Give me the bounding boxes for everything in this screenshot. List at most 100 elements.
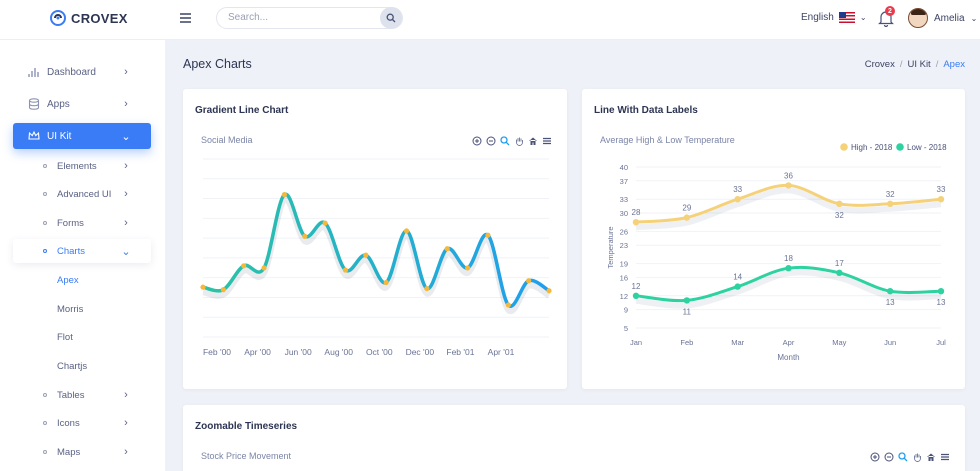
legend-label: High - 2018 [851, 143, 893, 152]
sidebar-item-label: Charts [57, 245, 85, 257]
data-point [342, 267, 349, 273]
sidebar-item-tables[interactable]: Tables › [13, 383, 151, 407]
breadcrumb-apex: Apex [943, 59, 965, 70]
sidebar-item-label: Icons [57, 417, 80, 429]
y-tick-label: 30 [620, 209, 628, 218]
search-input[interactable] [228, 12, 378, 23]
legend-label: Low - 2018 [907, 143, 947, 152]
data-label: 14 [733, 273, 742, 282]
search-button[interactable] [380, 7, 402, 29]
menu-icon[interactable] [541, 135, 552, 146]
x-tick-label: Oct '00 [366, 347, 393, 357]
data-point [886, 200, 894, 207]
chevron-down-icon: ⌄ [121, 130, 131, 143]
breadcrumb-ui-kit[interactable]: UI Kit [907, 59, 931, 70]
sidebar-item-apex[interactable]: Apex [57, 275, 79, 286]
data-point [937, 288, 945, 295]
series-shadow [635, 269, 942, 309]
data-point [734, 283, 741, 290]
pan-hand-icon[interactable] [513, 135, 524, 146]
sidebar-item-label: Maps [57, 446, 81, 458]
data-point [322, 220, 328, 226]
magnifier-icon[interactable] [897, 451, 908, 462]
bullet-icon [43, 393, 47, 397]
menu-icon[interactable] [939, 451, 950, 462]
reset-home-icon[interactable] [527, 135, 538, 146]
chevron-down-icon: ⌄ [121, 245, 131, 258]
y-tick-label: 26 [620, 227, 628, 236]
data-label: 12 [632, 282, 641, 291]
line-data-labels-card: Line With Data Labels Average High & Low… [582, 89, 965, 389]
chevron-right-icon: › [124, 217, 128, 229]
zoom-out-icon[interactable] [485, 135, 496, 146]
sidebar-item-forms[interactable]: Forms › [13, 211, 151, 235]
crown-icon [27, 129, 41, 143]
data-point [886, 288, 894, 295]
zoom-out-icon[interactable] [883, 451, 894, 462]
reset-home-icon[interactable] [925, 451, 936, 462]
sidebar-item-charts[interactable]: Charts ⌄ [13, 239, 151, 263]
y-tick-label: 19 [620, 260, 628, 269]
sidebar-item-advanced-ui[interactable]: Advanced UI › [13, 182, 151, 206]
bullet-icon [43, 164, 47, 168]
data-point [683, 214, 691, 221]
data-point [785, 182, 792, 189]
chart-subtitle: Stock Price Movement [201, 451, 292, 461]
bar-chart-icon [27, 65, 41, 79]
x-tick-label: Aug '00 [324, 347, 353, 357]
search-box [216, 7, 403, 29]
user-menu[interactable]: Amelia ⌄ [908, 8, 977, 28]
data-point [734, 196, 741, 203]
chart-toolbar [869, 451, 950, 462]
sidebar-item-label: Tables [57, 389, 85, 401]
data-label: 33 [937, 185, 946, 194]
gradient-line-chart-card: Gradient Line Chart Social Media Feb '00… [183, 89, 567, 389]
data-point [546, 288, 552, 294]
menu-toggle-icon[interactable] [178, 10, 194, 26]
sidebar-item-icons[interactable]: Icons › [13, 411, 151, 435]
x-tick-label: Feb '01 [446, 347, 474, 357]
sidebar-item-maps[interactable]: Maps › [13, 440, 151, 464]
zoom-in-icon[interactable] [869, 451, 880, 462]
card-title: Gradient Line Chart [195, 105, 289, 116]
database-icon [27, 97, 41, 111]
x-tick-label: Jul [936, 338, 946, 347]
data-point [403, 228, 410, 234]
x-tick-label: Apr [783, 338, 795, 347]
sidebar-item-ui-kit[interactable]: UI Kit ⌄ [13, 123, 151, 149]
notification-badge: 2 [885, 6, 895, 16]
sidebar-item-flot[interactable]: Flot [57, 332, 73, 343]
data-point [505, 302, 511, 308]
chart-subtitle: Social Media [201, 135, 253, 145]
user-name: Amelia [934, 12, 965, 24]
sidebar-item-elements[interactable]: Elements › [13, 154, 151, 178]
data-point [836, 200, 843, 207]
language-selector[interactable]: English ⌄ [801, 12, 867, 23]
x-tick-label: Jan [630, 338, 642, 347]
zoom-in-icon[interactable] [471, 135, 482, 146]
chevron-down-icon: ⌄ [970, 13, 978, 23]
temperature-line-chart: 5 9 12 16 19 23 26 30 33 37 40 Temperature Jan Feb Mar… [606, 143, 947, 362]
data-point [444, 246, 450, 252]
breadcrumb-separator: / [899, 59, 903, 70]
sidebar-item-chartjs[interactable]: Chartjs [57, 361, 88, 372]
brand[interactable]: CROVEX [50, 10, 128, 26]
data-label: 18 [784, 254, 793, 263]
sidebar-item-apps[interactable]: Apps › [13, 91, 151, 117]
data-point [632, 292, 640, 299]
legend-marker [840, 143, 848, 151]
y-tick-label: 37 [620, 177, 628, 186]
us-flag-icon [838, 12, 855, 23]
pan-hand-icon[interactable] [911, 451, 922, 462]
data-point [632, 219, 640, 226]
sidebar-item-dashboard[interactable]: Dashboard › [13, 59, 151, 85]
x-axis-label: Month [777, 353, 799, 362]
sidebar-item-label: Advanced UI [57, 188, 112, 200]
magnifier-icon[interactable] [499, 135, 510, 146]
chevron-right-icon: › [124, 98, 128, 110]
breadcrumb-crovex[interactable]: Crovex [864, 59, 895, 70]
chevron-right-icon: › [124, 160, 128, 172]
data-label: 17 [835, 259, 844, 268]
logo-icon [50, 10, 66, 26]
sidebar-item-morris[interactable]: Morris [57, 304, 84, 315]
